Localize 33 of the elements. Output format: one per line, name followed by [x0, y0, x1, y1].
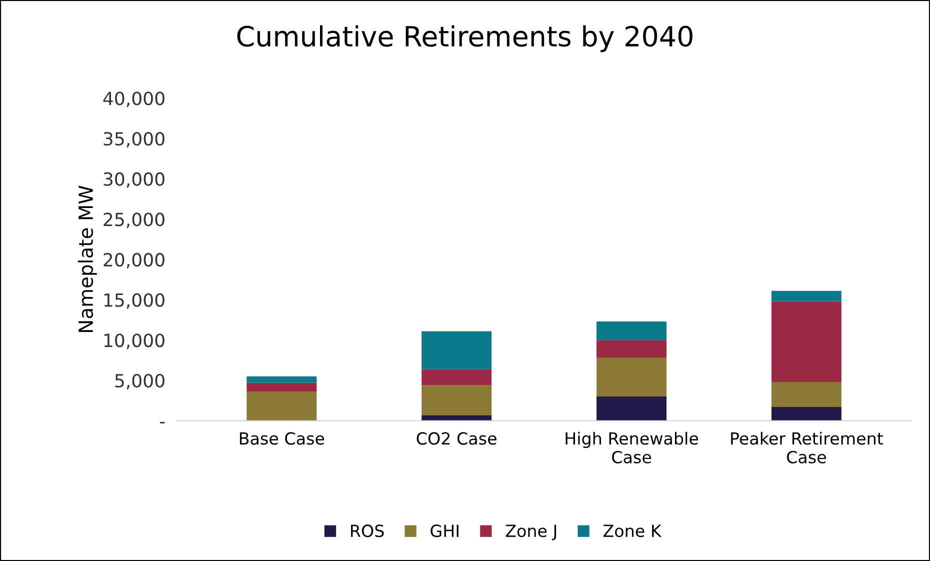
y-tick-label: 15,000: [104, 293, 164, 309]
y-tick-label: 5,000: [115, 374, 164, 390]
y-axis-title: Nameplate MW: [78, 186, 97, 332]
legend-label: GHI: [430, 524, 458, 538]
bar: [246, 382, 317, 392]
bar: [771, 290, 842, 302]
bar: [596, 358, 666, 397]
y-tick-label: 20,000: [104, 252, 164, 268]
y-tick-label: 25,000: [104, 212, 164, 228]
x-tick-label: Peaker Retirement Case: [731, 432, 884, 464]
legend-label: Zone K: [603, 524, 662, 538]
y-tick-label: 40,000: [103, 92, 164, 108]
bar: [771, 382, 842, 408]
bar: [596, 322, 666, 340]
x-tick-label: Base Case: [240, 432, 324, 445]
y-tick-label: -: [160, 422, 165, 424]
bar: [422, 369, 492, 386]
y-tick-label: 30,000: [104, 172, 164, 188]
bar: [422, 385, 492, 416]
chart-title: Cumulative Retirements by 2040: [237, 25, 692, 52]
bar: [771, 407, 842, 421]
legend-label: ROS: [351, 524, 384, 538]
y-tick-label: 10,000: [104, 334, 164, 350]
y-tick-label: 35,000: [104, 132, 164, 148]
x-tick-label: High Renewable Case: [566, 432, 698, 464]
bar: [246, 376, 317, 383]
bar: [246, 392, 317, 421]
bar: [596, 340, 666, 358]
bar: [771, 301, 842, 382]
legend-label: Zone J: [506, 524, 556, 540]
bar: [422, 331, 492, 370]
x-tick-label: CO2 Case: [416, 432, 496, 445]
bar: [596, 396, 666, 421]
